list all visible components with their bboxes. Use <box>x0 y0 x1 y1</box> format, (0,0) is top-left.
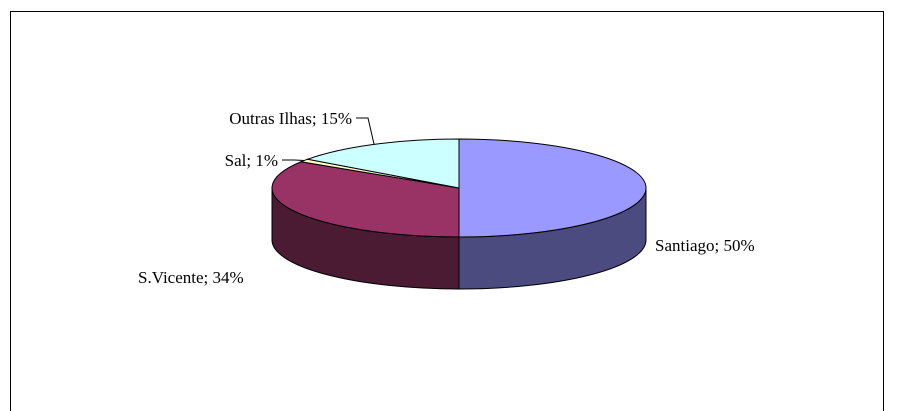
pie-slice-outras-ilhas <box>305 138 460 189</box>
data-label-santiago: Santiago; 50% <box>655 236 755 255</box>
pie-slice-santiago <box>458 138 647 238</box>
data-label-s-vicente: S.Vicente; 34% <box>138 268 244 287</box>
data-label-sal: Sal; 1% <box>225 151 278 170</box>
data-labels: Santiago; 50% S.Vicente; 34% Sal; 1% Outras… <box>138 109 755 287</box>
pie-slices <box>271 138 647 238</box>
data-label-outras-ilhas: Outras Ilhas; 15% <box>229 109 352 128</box>
leader-line-outras-ilhas <box>356 117 375 145</box>
chart-area <box>10 11 884 411</box>
leader-lines <box>282 117 375 161</box>
